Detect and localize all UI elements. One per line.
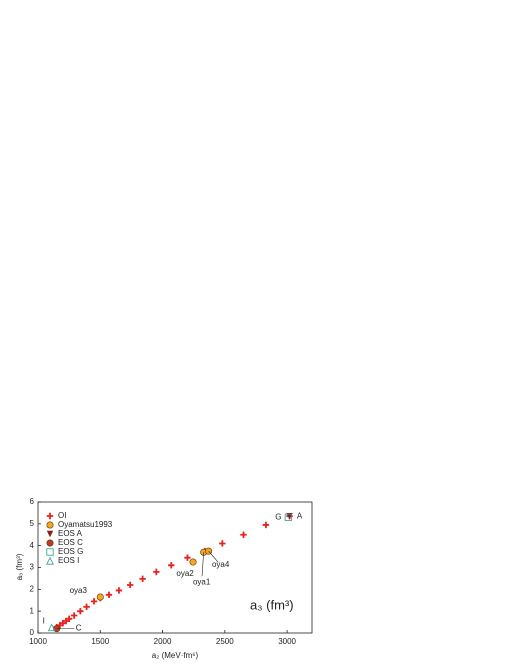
y-tick-label: 2 <box>30 584 35 593</box>
y-tick-label: 5 <box>30 519 35 528</box>
point <box>105 591 113 598</box>
x-tick-label: 1500 <box>91 637 109 646</box>
legend-marker <box>46 539 54 547</box>
point <box>184 554 191 561</box>
y-tick-label: 3 <box>30 563 35 572</box>
point-label: G <box>275 512 281 521</box>
point <box>189 558 197 566</box>
y-tick-label: 1 <box>30 606 35 615</box>
legend-marker <box>46 512 54 520</box>
point <box>139 575 146 583</box>
point <box>153 568 160 576</box>
point-label: A <box>297 511 303 520</box>
point <box>262 521 270 529</box>
legend-label: OI <box>58 511 66 520</box>
point <box>168 562 175 569</box>
annotation: a₃ (fm³) <box>250 597 294 612</box>
legend-label: EOS I <box>58 556 79 565</box>
y-tick-label: 6 <box>30 497 35 506</box>
point-label: oya4 <box>212 560 230 569</box>
point <box>115 587 123 594</box>
legend-label: EOS C <box>58 538 83 547</box>
x-tick-label: 2000 <box>154 637 172 646</box>
point-label: I <box>43 617 45 626</box>
point-label: oya1 <box>193 577 211 586</box>
x-tick-label: 2500 <box>216 637 234 646</box>
point <box>126 581 134 589</box>
point <box>240 531 247 538</box>
legend-label: EOS G <box>58 547 83 556</box>
point <box>77 607 84 615</box>
point <box>284 513 292 521</box>
point <box>65 615 73 623</box>
x-axis-label: a₂ (MeV·fm⁶) <box>152 651 199 660</box>
x-tick-label: 3000 <box>278 637 296 646</box>
legend-marker <box>46 521 54 529</box>
y-tick-label: 0 <box>30 628 35 637</box>
point-label: C <box>76 624 82 633</box>
point <box>90 598 98 605</box>
leader-line <box>208 550 219 563</box>
point <box>47 623 56 632</box>
leader-line <box>201 552 204 577</box>
legend-marker <box>46 530 54 538</box>
point <box>219 540 226 547</box>
legend-marker <box>46 556 54 565</box>
point-label: oya3 <box>70 586 88 595</box>
point <box>70 612 78 619</box>
legend-label: Oyamatsu1993 <box>58 520 113 529</box>
point-label: oya2 <box>176 569 194 578</box>
point <box>83 603 90 610</box>
point <box>96 593 104 601</box>
x-tick-label: 1000 <box>29 637 47 646</box>
legend-label: EOS A <box>58 529 83 538</box>
y-axis-label: a₃ (fm³) <box>15 553 24 580</box>
y-tick-label: 4 <box>30 541 35 550</box>
legend-marker <box>46 548 54 556</box>
